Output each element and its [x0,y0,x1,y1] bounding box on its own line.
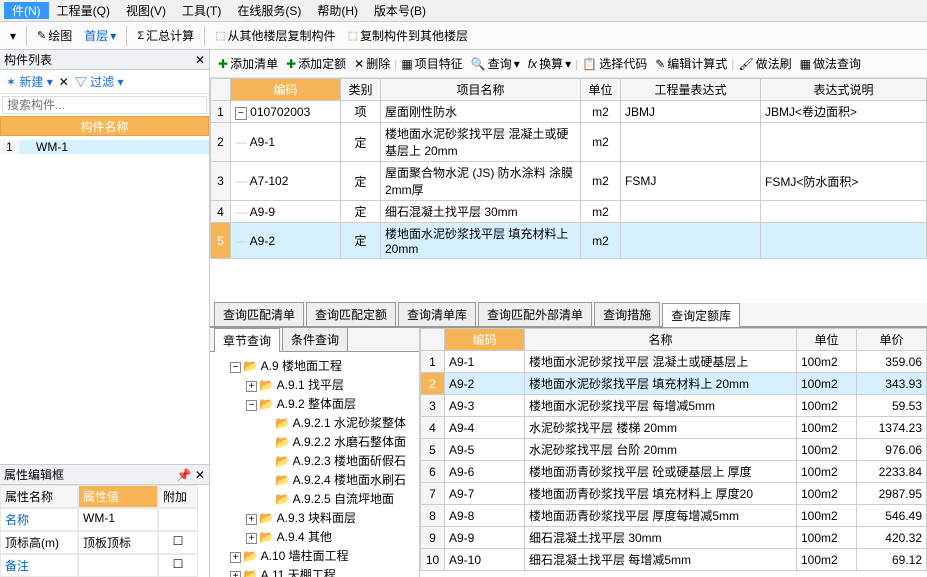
main-row[interactable]: 3— A7-102定屋面聚合物水泥 (JS) 防水涂料 涂膜2mm厚m2FSMJ… [211,162,927,201]
close-icon[interactable]: ✕ [59,75,69,89]
tree-node[interactable]: +📂 A.9.1 找平层 [214,375,415,394]
prop-top-label: 顶标高(m) [0,531,78,554]
comp-col-header: 构件名称 [0,116,209,136]
menubar: 件(N) 工程量(Q) 视图(V) 工具(T) 在线服务(S) 帮助(H) 版本… [0,0,927,22]
feat-btn[interactable]: ▦ 项目特征 [397,55,466,72]
result-row[interactable]: 5A9-5水泥砂浆找平层 台阶 20mm100m2976.06 [421,439,927,461]
prop-h2: 属性值 [78,485,158,508]
menu-qty[interactable]: 工程量(Q) [49,2,118,19]
add-quota-btn[interactable]: ✚添加定额 [282,55,350,72]
main-row[interactable]: 4— A9-9定细石混凝土找平层 30mmm2 [211,201,927,223]
tree-node[interactable]: 📂 A.9.2.3 楼地面斫假石 [214,451,415,470]
right-toolbar: ✚添加清单 ✚添加定额 ✕ 删除 | ▦ 项目特征 🔍 查询 ▾ fx 换算 ▾… [210,50,927,78]
bottom-tab[interactable]: 查询清单库 [398,302,476,326]
prop-h3: 附加 [158,485,198,508]
menu-view[interactable]: 视图(V) [118,2,174,19]
result-row[interactable]: 3A9-3楼地面水泥砂浆找平层 每增减5mm100m259.53 [421,395,927,417]
copy-from-icon: ⬚ [215,29,225,42]
brush-btn[interactable]: 🖌 做法刷 [734,55,795,72]
main-table: 编码 类别 项目名称 单位 工程量表达式 表达式说明 1− 010702003项… [210,78,927,259]
search-input[interactable] [2,96,207,114]
add-list-btn[interactable]: ✚添加清单 [214,55,282,72]
prop-h1: 属性名称 [0,485,78,508]
copy-to-btn[interactable]: ⬚复制构件到其他楼层 [342,27,474,44]
tree-node[interactable]: −📂 A.9 楼地面工程 [214,356,415,375]
new-btn[interactable]: ✶ 新建 ▾ [4,73,55,90]
menu-online[interactable]: 在线服务(S) [229,2,309,19]
result-row[interactable]: 6A9-6楼地面沥青砂浆找平层 砼或硬基层上 厚度100m22233.84 [421,461,927,483]
bottom-tab[interactable]: 查询匹配外部清单 [478,302,592,326]
prop-remark-val[interactable] [78,554,158,577]
prop-name-label: 名称 [0,508,78,531]
comp-row[interactable]: 1WM-1 [0,136,209,158]
tab-condition[interactable]: 条件查询 [282,327,348,351]
bottom-tab[interactable]: 查询措施 [594,302,660,326]
tree-node[interactable]: 📂 A.9.2.2 水磨石整体面 [214,432,415,451]
prop-remark-label: 备注 [0,554,78,577]
sigma-icon: Σ [137,30,144,42]
tree-node[interactable]: −📂 A.9.2 整体面层 [214,394,415,413]
tree-node[interactable]: +📂 A.11 天棚工程 [214,565,415,577]
copy-to-icon: ⬚ [348,29,358,42]
prop-name-val[interactable]: WM-1 [78,508,158,531]
main-row[interactable]: 2— A9-1定楼地面水泥砂浆找平层 混凝土或硬基层上 20mmm2 [211,123,927,162]
bottom-tab[interactable]: 查询匹配定额 [306,302,396,326]
main-toolbar: ▾ ✎绘图 首层 ▾ Σ汇总计算 ⬚从其他楼层复制构件 ⬚复制构件到其他楼层 [0,22,927,50]
comp-list-header: 构件列表✕ [0,50,209,70]
prop-check2[interactable]: ☐ [158,554,198,577]
tree-node[interactable]: 📂 A.9.2.4 楼地面水刷石 [214,470,415,489]
menu-file[interactable]: 件(N) [4,2,49,19]
filter-btn[interactable]: ▽ 过滤 ▾ [73,73,126,90]
prop-top-val[interactable]: 顶板顶标 [78,531,158,554]
pencil-icon: ✎ [37,29,46,42]
sum-btn[interactable]: Σ汇总计算 [131,27,200,44]
main-row[interactable]: 5— A9-2定楼地面水泥砂浆找平层 填充材料上 20mmm2 [211,223,927,259]
result-row[interactable]: 2A9-2楼地面水泥砂浆找平层 填充材料上 20mm100m2343.93 [421,373,927,395]
bottom-tabs: 查询匹配清单查询匹配定额查询清单库查询匹配外部清单查询措施查询定额库 [210,303,927,327]
result-row[interactable]: 9A9-9细石混凝土找平层 30mm100m2420.32 [421,527,927,549]
method-q-btn[interactable]: ▦ 做法查询 [796,55,865,72]
draw-btn[interactable]: ✎绘图 [31,27,78,44]
result-row[interactable]: 7A9-7楼地面沥青砂浆找平层 填充材料上 厚度20100m22987.95 [421,483,927,505]
tab-chapter[interactable]: 章节查询 [214,328,280,352]
tb-dropdown[interactable]: ▾ [4,29,22,43]
tree-node[interactable]: +📂 A.9.3 块料面层 [214,508,415,527]
tree-node[interactable]: +📂 A.9.4 其他 [214,527,415,546]
menu-help[interactable]: 帮助(H) [309,2,366,19]
sel-code-btn[interactable]: 📋 选择代码 [578,55,651,72]
edit-calc-btn[interactable]: ✎ 编辑计算式 [651,55,731,72]
result-row[interactable]: 8A9-8楼地面沥青砂浆找平层 厚度每增减5mm100m2546.49 [421,505,927,527]
bottom-tab[interactable]: 查询匹配清单 [214,302,304,326]
result-row[interactable]: 1A9-1楼地面水泥砂浆找平层 混凝土或硬基层上100m2359.06 [421,351,927,373]
query-btn[interactable]: 🔍 查询 ▾ [467,55,524,72]
main-row[interactable]: 1− 010702003项屋面刚性防水m2JBMJJBMJ<卷边面积> [211,101,927,123]
menu-ver[interactable]: 版本号(B) [366,2,434,19]
bottom-tab[interactable]: 查询定额库 [662,303,740,327]
result-row[interactable]: 10A9-10细石混凝土找平层 每增减5mm100m269.12 [421,549,927,571]
sub-tabs: 章节查询 条件查询 [210,328,419,352]
swap-btn[interactable]: fx 换算 ▾ [524,55,575,72]
result-row[interactable]: 4A9-4水泥砂浆找平层 楼梯 20mm100m21374.23 [421,417,927,439]
tree[interactable]: −📂 A.9 楼地面工程+📂 A.9.1 找平层−📂 A.9.2 整体面层📂 A… [210,352,419,577]
copy-from-btn[interactable]: ⬚从其他楼层复制构件 [209,27,341,44]
del-btn[interactable]: ✕ 删除 [350,55,394,72]
tree-node[interactable]: 📂 A.9.2.1 水泥砂浆整体 [214,413,415,432]
menu-tool[interactable]: 工具(T) [174,2,229,19]
prop-header: 属性编辑框📌 ✕ [0,465,209,485]
floor-select[interactable]: 首层 ▾ [78,27,122,44]
tree-node[interactable]: +📂 A.10 墙柱面工程 [214,546,415,565]
tree-node[interactable]: 📂 A.9.2.5 自流坪地面 [214,489,415,508]
prop-check[interactable]: ☐ [158,531,198,554]
result-table: 编码 名称 单位 单价 1A9-1楼地面水泥砂浆找平层 混凝土或硬基层上100m… [420,328,927,577]
